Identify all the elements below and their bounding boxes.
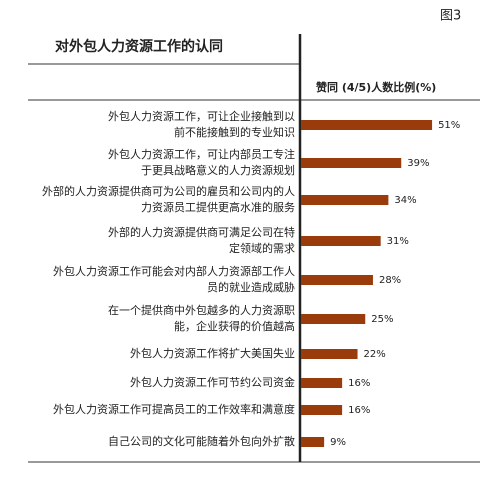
value-label: 16% [348,405,370,416]
category-label: 外包人力资源工作可提高员工的工作效率和满意度 [53,402,295,416]
value-label: 34% [394,195,416,206]
category-label: 外部的人力资源提供商可满足公司在特 [108,225,295,239]
bar [301,275,373,285]
value-label: 25% [371,314,393,325]
value-label: 22% [364,349,386,360]
chart-title: 对外包人力资源工作的认同 [55,38,223,55]
category-label: 力资源员工提供更高水准的服务 [141,200,295,214]
value-label: 28% [379,275,401,286]
category-label: 自己公司的文化可能随着外包向外扩散 [108,434,295,448]
category-label: 前不能接触到的专业知识 [174,125,295,139]
category-label: 外部的人力资源提供商可为公司的雇员和公司内的人 [42,184,295,198]
value-label: 31% [387,236,409,247]
bar [301,158,402,168]
value-label: 16% [348,378,370,389]
value-label: 39% [407,158,429,169]
figure-label: 图3 [440,9,461,24]
value-label: 9% [330,437,346,448]
category-label: 在一个提供商中外包越多的人力资源职 [108,303,295,317]
bar [301,314,366,324]
bar [301,236,381,246]
category-label: 外包人力资源工作，可让内部员工专注 [108,147,295,161]
value-header: 赞同 (4/5)人数比例(%) [315,80,436,94]
bar [301,120,433,130]
bar [301,195,389,205]
category-label: 于更具战略意义的人力资源规划 [141,163,295,177]
category-label: 能，企业获得的价值越高 [174,319,295,333]
value-label: 51% [438,120,460,131]
category-label: 外包人力资源工作将扩大美国失业 [130,346,295,360]
category-label: 外包人力资源工作，可让企业接触到以 [108,109,295,123]
category-label: 员的就业造成威胁 [207,280,295,294]
bar [301,378,343,388]
category-label: 外包人力资源工作可能会对内部人力资源部工作人 [53,264,295,278]
bar [301,437,325,447]
bar [301,405,343,415]
category-label: 外包人力资源工作可节约公司资金 [130,375,295,389]
bar [301,349,358,359]
category-label: 定领域的需求 [229,241,295,255]
